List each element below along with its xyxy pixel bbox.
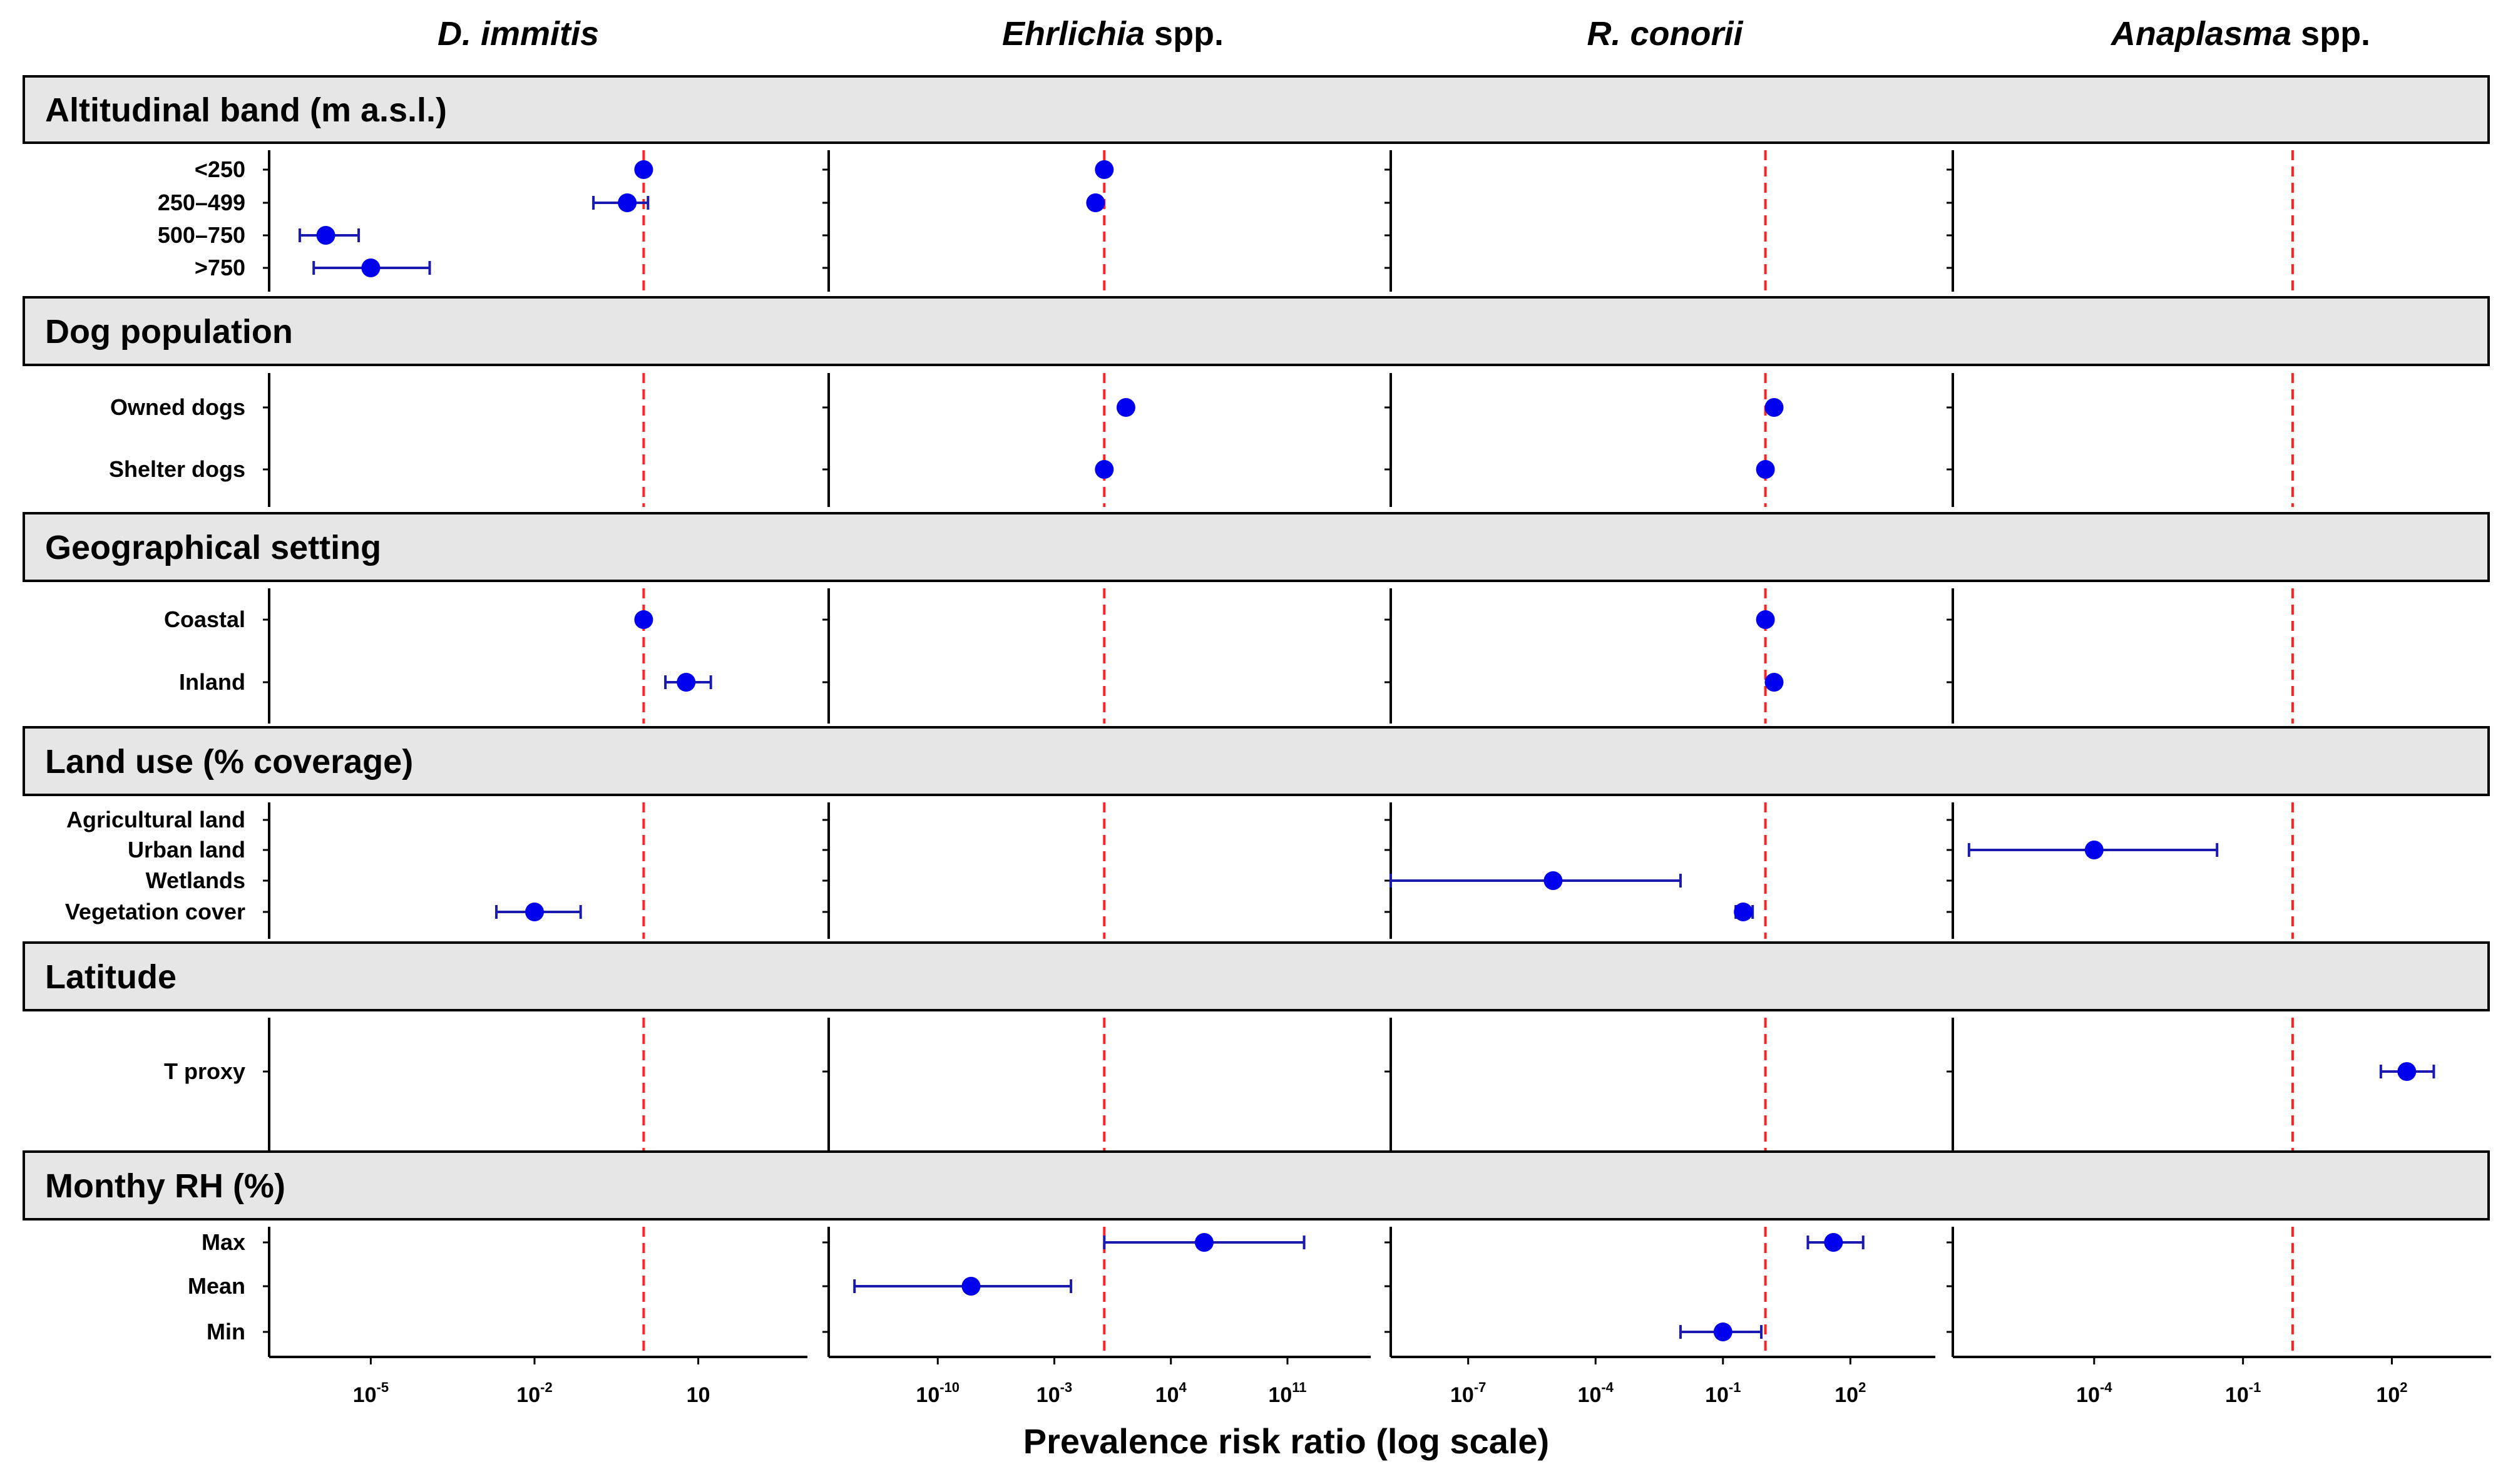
- x-tick-label: 10: [687, 1383, 710, 1407]
- estimate-point: [1824, 1233, 1843, 1252]
- x-tick-label: 10-1: [1705, 1379, 1741, 1407]
- estimate-point: [961, 1277, 981, 1296]
- estimate-point: [1194, 1233, 1214, 1252]
- group-title: Altitudinal band (m a.s.l.): [45, 91, 447, 129]
- x-tick-label: 10-3: [1036, 1379, 1072, 1407]
- estimate-point: [1543, 871, 1563, 890]
- panel-title-d-immitis: D. immitis: [438, 15, 599, 53]
- group-title: Monthy RH (%): [45, 1167, 285, 1205]
- estimate-point: [1116, 398, 1135, 417]
- estimate-point: [2397, 1062, 2417, 1081]
- x-axis-title: Prevalence risk ratio (log scale): [1023, 1421, 1549, 1461]
- x-tick-label: 10-4: [2076, 1379, 2112, 1407]
- x-tick-label: 10-5: [353, 1379, 389, 1407]
- row-label: Agricultural land: [66, 807, 245, 832]
- group-header-band: [23, 1150, 2490, 1220]
- group-header-band: [23, 75, 2490, 144]
- group-header-band: [23, 512, 2490, 582]
- row-label: >750: [195, 255, 245, 280]
- group-title: Latitude: [45, 958, 177, 996]
- group-header-band: [23, 941, 2490, 1011]
- estimate-point: [1764, 673, 1784, 692]
- row-label: Max: [202, 1229, 245, 1255]
- estimate-point: [1713, 1323, 1732, 1341]
- estimate-point: [1756, 460, 1775, 479]
- row-label: Coastal: [164, 606, 245, 632]
- x-tick-label: 102: [2376, 1379, 2407, 1407]
- x-tick-label: 104: [1155, 1379, 1187, 1407]
- estimate-point: [634, 160, 653, 179]
- group-title: Geographical setting: [45, 529, 381, 566]
- row-label: Wetlands: [146, 867, 245, 893]
- estimate-point: [525, 903, 544, 921]
- x-tick-label: 10-2: [516, 1379, 552, 1407]
- row-label: Mean: [188, 1273, 245, 1299]
- group-title: Land use (% coverage): [45, 743, 413, 780]
- x-tick-label: 10-1: [2225, 1379, 2261, 1407]
- row-label: Vegetation cover: [65, 899, 245, 924]
- x-tick-label: 102: [1835, 1379, 1866, 1407]
- panel-title-ehrlichia: Ehrlichia spp.: [1002, 15, 1224, 53]
- estimate-point: [1095, 460, 1114, 479]
- estimate-point: [2084, 841, 2104, 859]
- row-label: <250: [195, 156, 245, 182]
- row-label: Shelter dogs: [109, 456, 245, 482]
- estimate-point: [316, 226, 335, 245]
- row-label: T proxy: [164, 1058, 245, 1084]
- estimate-point: [361, 258, 381, 277]
- group-title: Dog population: [45, 313, 293, 351]
- x-tick-label: 1011: [1268, 1379, 1306, 1407]
- estimate-point: [1086, 193, 1105, 212]
- row-label: Min: [207, 1319, 245, 1344]
- x-tick-label: 10-4: [1578, 1379, 1614, 1407]
- row-label: Urban land: [128, 837, 245, 862]
- plot-layer: Altitudinal band (m a.s.l.) <250 250–499 50…: [23, 75, 2491, 1407]
- estimate-point: [1734, 903, 1753, 921]
- row-label: Inland: [179, 669, 245, 695]
- estimate-point: [1095, 160, 1114, 179]
- estimate-point: [618, 193, 637, 212]
- panel-title-r-conorii: R. conorii: [1587, 15, 1743, 53]
- estimate-point: [1764, 398, 1784, 417]
- row-label: Owned dogs: [110, 394, 245, 420]
- estimate-point: [1756, 610, 1775, 629]
- estimate-point: [677, 673, 696, 692]
- x-tick-label: 10-7: [1450, 1379, 1486, 1407]
- panel-title-anaplasma: Anaplasma spp.: [2110, 15, 2370, 53]
- row-label: 500–750: [158, 222, 245, 248]
- group-header-band: [23, 296, 2490, 366]
- estimate-point: [634, 610, 653, 629]
- group-header-band: [23, 726, 2490, 796]
- row-label: 250–499: [158, 190, 245, 215]
- x-tick-label: 10-10: [916, 1379, 960, 1407]
